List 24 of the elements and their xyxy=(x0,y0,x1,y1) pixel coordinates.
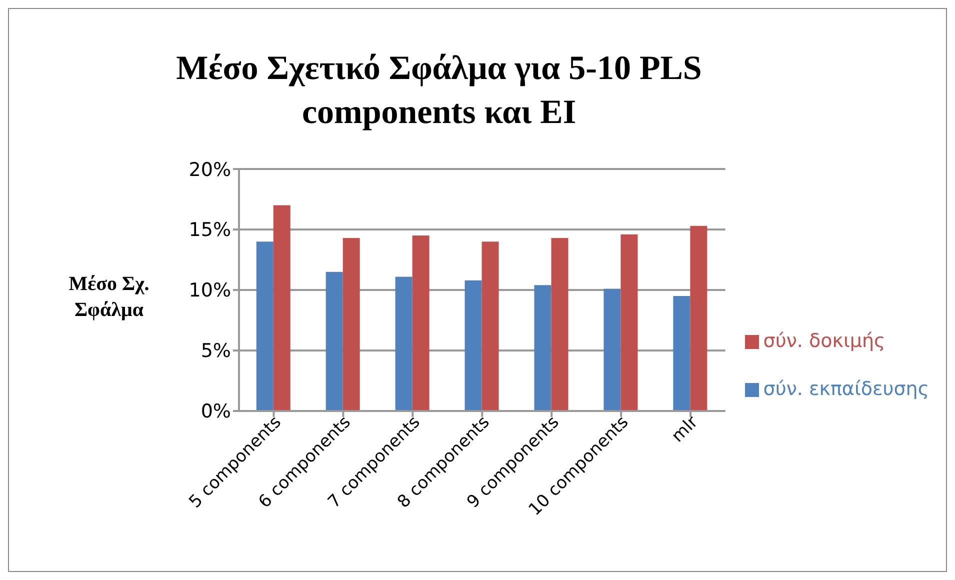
bar xyxy=(256,242,274,411)
y-axis-title: Μέσο Σχ. Σφάλμα xyxy=(68,273,150,321)
legend-label: σύν. εκπαίδευσης xyxy=(763,378,929,400)
bar xyxy=(673,296,690,411)
chart-title: Μέσο Σχετικό Σφάλμα για 5-10 PLS components και EI xyxy=(176,50,702,131)
bar xyxy=(342,238,360,411)
bar xyxy=(326,272,343,411)
x-tick-label: mlr xyxy=(668,412,702,447)
bar xyxy=(395,276,412,411)
y-tick-label: 10% xyxy=(188,280,231,302)
bar xyxy=(273,205,290,411)
bar xyxy=(690,226,708,411)
y-tick-label: 0% xyxy=(200,400,231,423)
bar xyxy=(604,288,621,411)
bar xyxy=(551,238,568,411)
bar xyxy=(620,234,638,411)
bar xyxy=(412,236,430,411)
legend-label: σύν. δοκιμής xyxy=(763,330,886,352)
bar xyxy=(482,242,499,411)
bar xyxy=(534,285,552,411)
y-tick-label: 15% xyxy=(188,219,231,242)
bar xyxy=(464,280,482,411)
y-tick-label: 5% xyxy=(200,340,231,362)
y-tick-label: 20% xyxy=(188,158,231,181)
